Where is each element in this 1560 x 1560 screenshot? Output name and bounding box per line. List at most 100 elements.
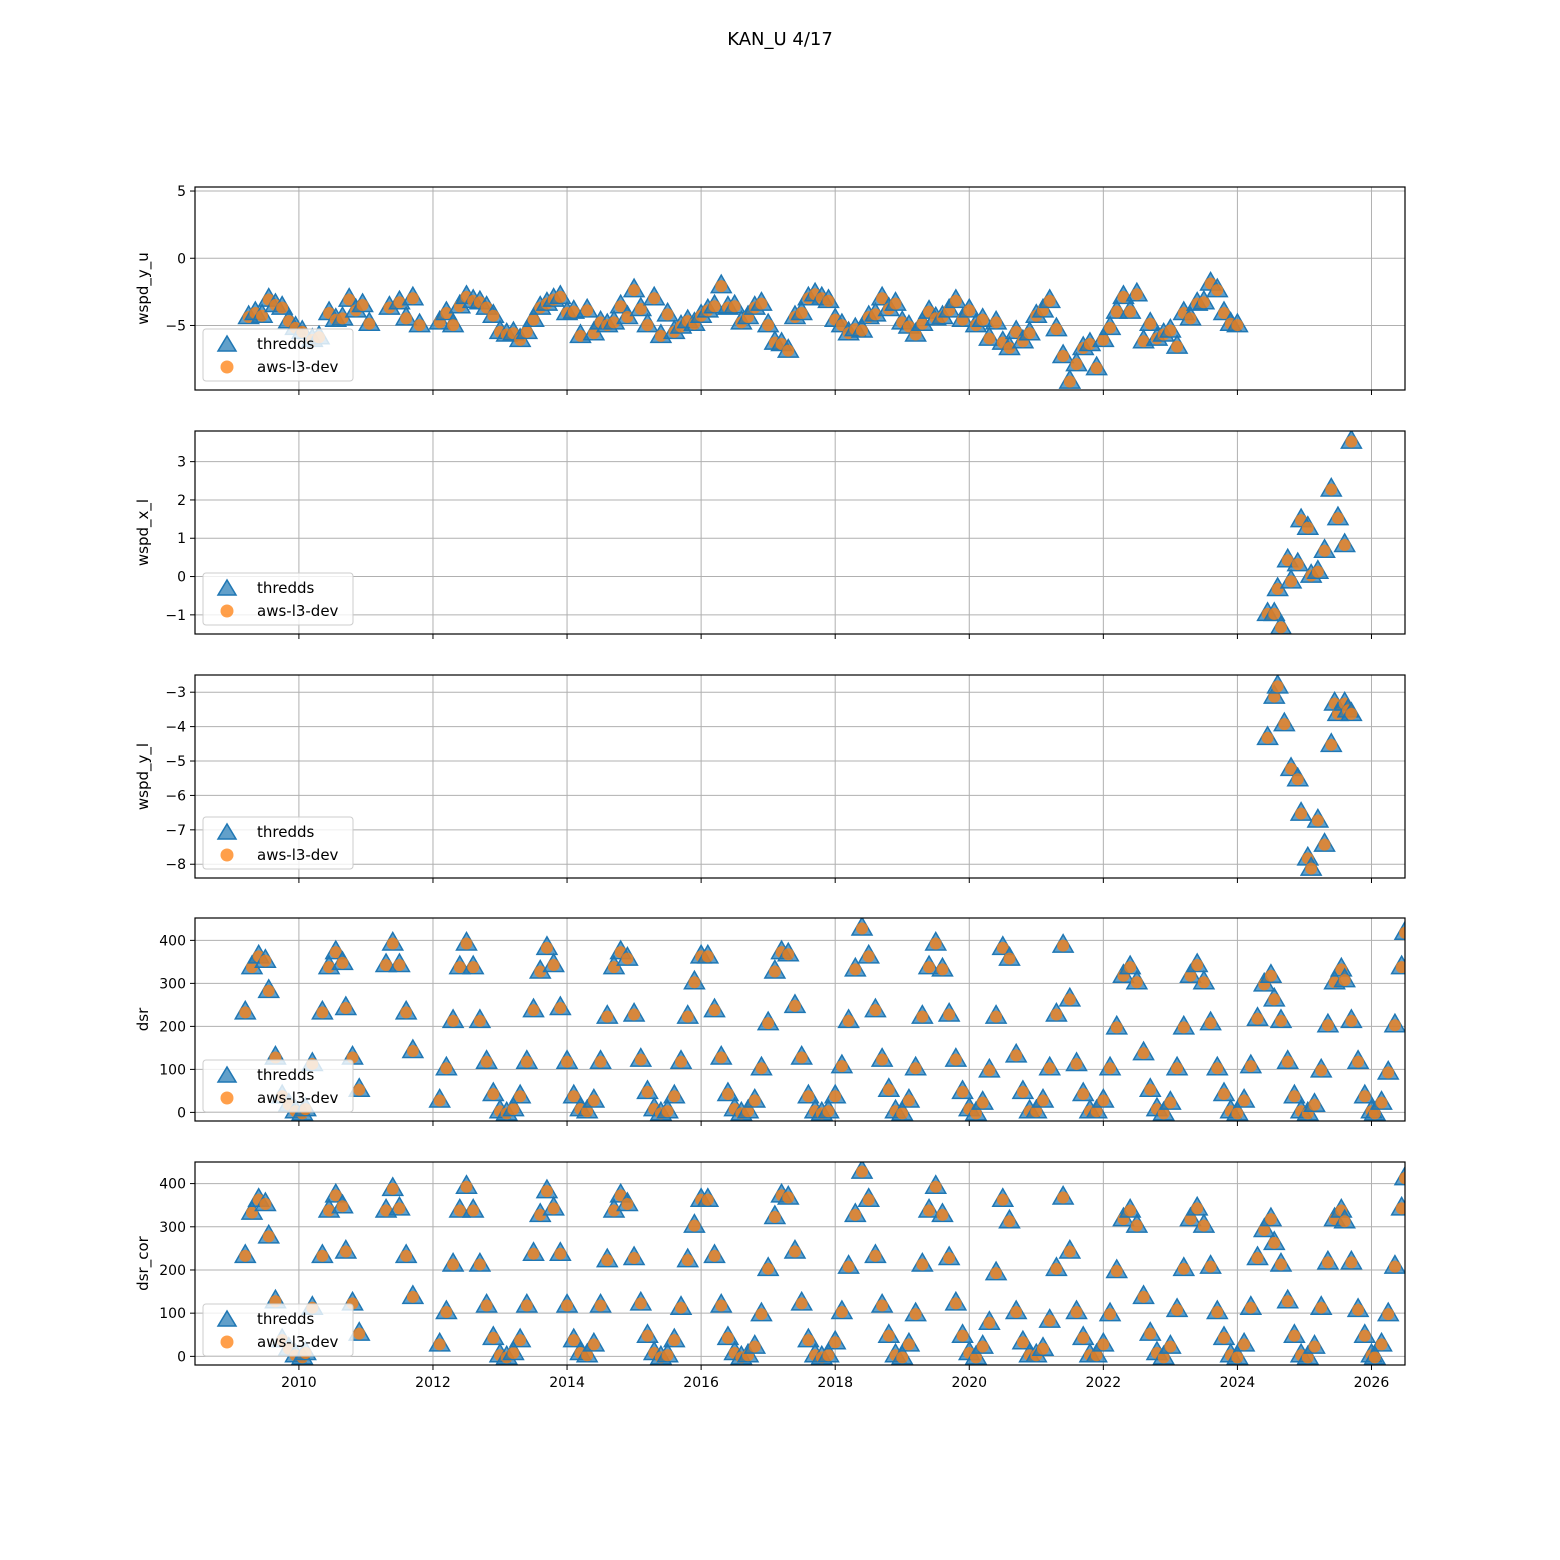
aws-l3-dev-point (788, 999, 801, 1012)
aws-l3-dev-point (406, 292, 419, 305)
aws-l3-dev-point (473, 1014, 486, 1027)
aws-l3-dev-point (323, 961, 336, 974)
legend-thredds-label: thredds (257, 579, 314, 597)
aws-l3-dev-point (453, 1204, 466, 1217)
aws-l3-dev-point (353, 1083, 366, 1096)
aws-l3-dev-point (742, 1105, 755, 1118)
x-ticks (298, 634, 1372, 639)
y-tick-label: 200 (159, 1019, 186, 1035)
aws-l3-dev-point (440, 307, 453, 320)
legend-thredds-label: thredds (257, 335, 314, 353)
aws-l3-dev-point (1258, 1223, 1271, 1236)
aws-l3-dev-point (343, 293, 356, 306)
aws-l3-dev-point (641, 1329, 654, 1342)
aws-l3-dev-point (889, 297, 902, 310)
grid (195, 431, 1405, 634)
aws-l3-dev-point (433, 1338, 446, 1351)
aws-l3-dev-point (976, 1340, 989, 1353)
aws-l3-dev-point (245, 1206, 258, 1219)
aws-l3-dev-point (614, 300, 627, 313)
aws-l3-dev-point (1271, 583, 1284, 596)
x-tick-label: 2018 (817, 1375, 853, 1391)
legend-aws-l3-dev-marker (220, 604, 234, 618)
y-tick-label: 2 (177, 493, 186, 509)
aws-l3-dev-point (336, 956, 349, 969)
aws-l3-dev-point (909, 1308, 922, 1321)
y-tick-label: 3 (177, 455, 186, 471)
legend: thredds aws-l3-dev (202, 328, 354, 382)
aws-l3-dev-point (520, 1055, 533, 1068)
aws-l3-dev-point (1110, 1264, 1123, 1277)
aws-l3-dev-point (1382, 1308, 1395, 1321)
aws-l3-dev-point (949, 1297, 962, 1310)
aws-l3-dev-point (601, 1010, 614, 1023)
aws-l3-dev-point (1204, 1260, 1217, 1273)
legend-aws-l3-dev-marker (220, 360, 234, 374)
aws-l3-dev-point (547, 1202, 560, 1215)
aws-l3-dev-point (1063, 1245, 1076, 1258)
aws-l3-dev-point (708, 1004, 721, 1017)
aws-l3-dev-point (1063, 993, 1076, 1006)
aws-l3-dev-point (581, 304, 594, 317)
aws-l3-dev-point (1137, 335, 1150, 348)
y-tick-label: 400 (159, 1177, 186, 1193)
aws-l3-dev-point (1331, 512, 1344, 525)
aws-l3-dev-point (460, 1180, 473, 1193)
aws-l3-dev-point (262, 984, 275, 997)
aws-l3-dev-point (581, 1349, 594, 1362)
aws-l3-dev-point (1177, 1021, 1190, 1034)
aws-l3-dev-point (1104, 1062, 1117, 1075)
aws-l3-dev-point (909, 1062, 922, 1075)
aws-l3-dev-point (1315, 1301, 1328, 1314)
aws-l3-dev-point (762, 1262, 775, 1275)
aws-l3-dev-point (336, 1200, 349, 1213)
aws-l3-dev-point (916, 1010, 929, 1023)
legend-thredds-marker (216, 578, 238, 596)
aws-l3-dev-point (1164, 1096, 1177, 1109)
aws-l3-dev-point (929, 937, 942, 950)
aws-l3-dev-point (876, 292, 889, 305)
legend-box (202, 1303, 354, 1357)
aws-l3-dev-point (1231, 319, 1244, 332)
aws-l3-dev-point (1077, 1088, 1090, 1101)
aws-l3-dev-point (534, 1208, 547, 1221)
x-ticks (298, 1121, 1372, 1126)
legend: thredds aws-l3-dev (202, 1303, 354, 1357)
aws-l3-dev-point (1090, 1105, 1103, 1118)
aws-l3-dev-point (1251, 1252, 1264, 1265)
aws-l3-dev-point (386, 937, 399, 950)
axes-frame (194, 430, 1406, 635)
aws-l3-dev-point (701, 1193, 714, 1206)
aws-l3-dev-point (587, 327, 600, 340)
aws-l3-dev-point (487, 1331, 500, 1344)
legend: thredds aws-l3-dev (202, 572, 354, 626)
aws-l3-dev-point (587, 1338, 600, 1351)
aws-l3-dev-point (1274, 1258, 1287, 1271)
aws-l3-dev-point (1030, 1105, 1043, 1118)
aws-l3-dev-point (554, 1247, 567, 1260)
aws-l3-dev-point (520, 325, 533, 338)
aws-l3-dev-point (634, 302, 647, 315)
legend: thredds aws-l3-dev (202, 1059, 354, 1113)
aws-l3-dev-point (1124, 1204, 1137, 1217)
x-tick-label: 2012 (415, 1375, 451, 1391)
aws-l3-dev-point (1124, 305, 1137, 318)
aws-l3-dev-point (329, 1189, 342, 1202)
aws-l3-dev-point (1271, 680, 1284, 693)
aws-l3-dev-point (634, 1053, 647, 1066)
aws-l3-dev-point (1184, 312, 1197, 325)
aws-l3-dev-point (393, 959, 406, 972)
aws-l3-dev-point (835, 1060, 848, 1073)
legend-box (202, 328, 354, 382)
aws-l3-dev-point (1261, 731, 1274, 744)
aws-l3-dev-point (1274, 1014, 1287, 1027)
aws-l3-dev-point (607, 961, 620, 974)
aws-l3-dev-point (467, 1204, 480, 1217)
aws-l3-dev-point (869, 1004, 882, 1017)
aws-l3-dev-point (802, 1090, 815, 1103)
aws-l3-dev-point (1057, 1191, 1070, 1204)
aws-l3-dev-point (1003, 952, 1016, 965)
axes-frame (194, 1161, 1406, 1366)
aws-l3-dev-point (1288, 1329, 1301, 1342)
aws-l3-dev-point (1244, 1060, 1257, 1073)
